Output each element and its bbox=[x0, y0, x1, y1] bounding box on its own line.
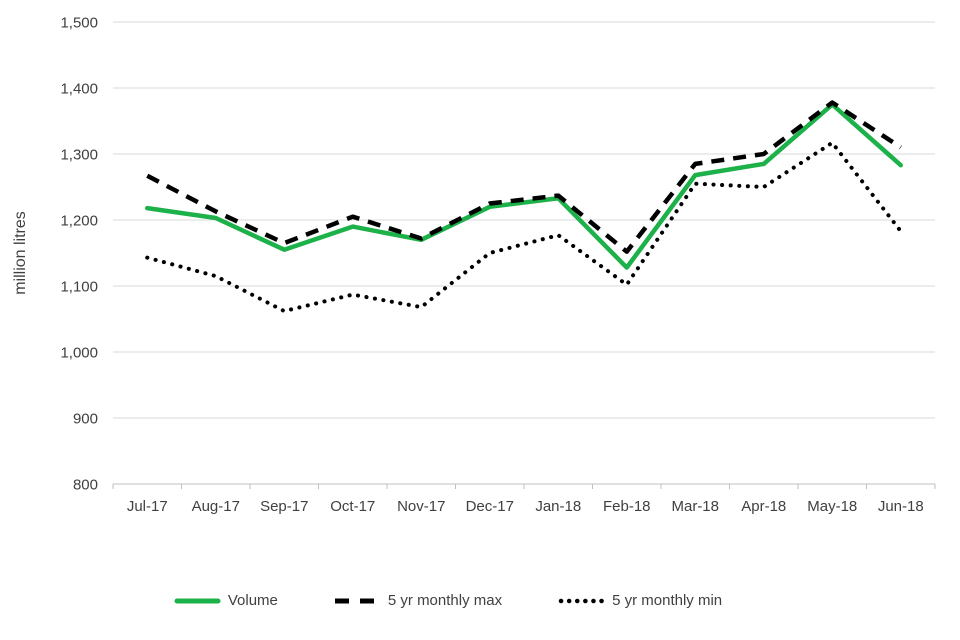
x-tick-label: Jun-18 bbox=[878, 498, 924, 515]
y-tick-label: 900 bbox=[73, 411, 98, 428]
x-tick-label: Dec-17 bbox=[466, 498, 514, 515]
x-tick-label: Sep-17 bbox=[260, 498, 308, 515]
legend-item-max: 5 yr monthly max bbox=[334, 592, 502, 609]
x-tick-label: Nov-17 bbox=[397, 498, 445, 515]
y-tick-label: 1,000 bbox=[60, 345, 98, 362]
y-tick-label: 1,200 bbox=[60, 213, 98, 230]
y-tick-label: 1,400 bbox=[60, 81, 98, 98]
legend-label-min: 5 yr monthly min bbox=[612, 592, 723, 609]
legend-item-volume: Volume bbox=[174, 592, 278, 609]
y-tick-label: 1,300 bbox=[60, 147, 98, 164]
legend-item-min: 5 yr monthly min bbox=[558, 592, 722, 609]
x-tick-label: Feb-18 bbox=[603, 498, 651, 515]
legend: Volume 5 yr monthly max 5 yr monthly min bbox=[0, 592, 928, 609]
plot-area: 800 900 1,000 1,100 1,200 1,300 1,400 1,500 Jul-… bbox=[60, 15, 936, 515]
x-tick-label: Jan-18 bbox=[535, 498, 581, 515]
y-tick-label: 800 bbox=[73, 477, 98, 494]
volume-line-icon bbox=[174, 598, 221, 603]
x-tick-label: Aug-17 bbox=[192, 498, 240, 515]
x-tick-label: Jul-17 bbox=[127, 498, 168, 515]
y-tick-label: 1,100 bbox=[60, 279, 98, 296]
volume-line bbox=[145, 102, 903, 270]
legend-label-volume: Volume bbox=[227, 592, 278, 609]
x-tick-label: Oct-17 bbox=[330, 498, 375, 515]
x-tick-label: Mar-18 bbox=[671, 498, 719, 515]
max-dashed-line-icon bbox=[334, 598, 381, 603]
y-tick-label: 1,500 bbox=[60, 15, 98, 32]
max-line bbox=[146, 100, 902, 254]
legend-label-max: 5 yr monthly max bbox=[387, 592, 503, 609]
x-tick-label: Apr-18 bbox=[741, 498, 786, 515]
x-tick-label: May-18 bbox=[807, 498, 857, 515]
min-dotted-line-icon bbox=[558, 598, 606, 603]
